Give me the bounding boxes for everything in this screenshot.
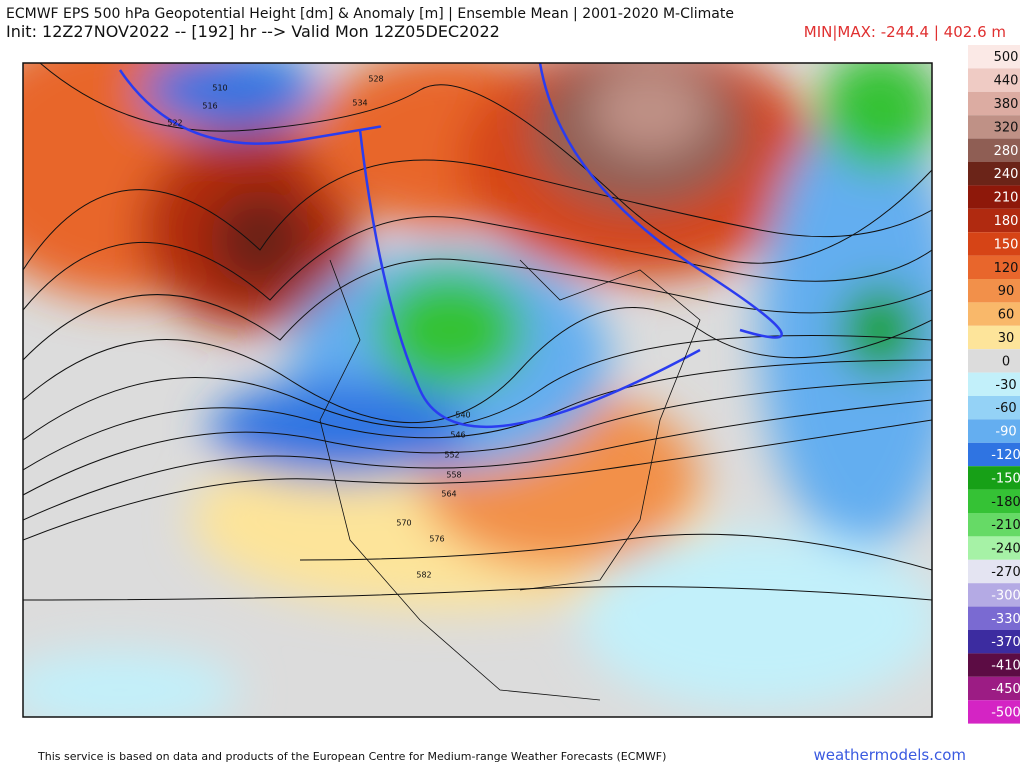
colorbar-swatch [968, 442, 1020, 467]
contour-label: 546 [450, 431, 465, 440]
colorbar-label: 90 [998, 284, 1015, 299]
colorbar-swatch [968, 653, 1020, 677]
colorbar-swatch [968, 372, 1020, 396]
colorbar-swatch [968, 559, 1020, 584]
colorbar-swatch [968, 489, 1020, 513]
colorbar-swatch [968, 466, 1020, 490]
colorbar-label: -330 [991, 612, 1021, 627]
min-max: MIN|MAX: -244.4 | 402.6 m [804, 23, 1006, 41]
colorbar-swatch [968, 232, 1020, 256]
colorbar-label: 500 [994, 50, 1019, 65]
colorbar-swatch [968, 583, 1020, 607]
colorbar-label: 30 [998, 331, 1015, 346]
colorbar-label: 280 [994, 144, 1019, 159]
colorbar-label: 380 [994, 97, 1019, 112]
title: ECMWF EPS 500 hPa Geopotential Height [d… [6, 6, 734, 22]
colorbar-label: 440 [994, 74, 1019, 89]
contour-label: 522 [167, 119, 182, 128]
contour-label: 552 [444, 451, 459, 460]
colorbar-label: -150 [991, 471, 1021, 486]
contour-label: 534 [352, 99, 367, 108]
colorbar-label: 120 [994, 261, 1019, 276]
colorbar-label: 240 [994, 167, 1019, 182]
colorbar-label: 60 [998, 308, 1015, 323]
contour-label: 540 [455, 411, 470, 420]
colorbar-label: 0 [1002, 354, 1010, 369]
colorbar-label: -410 [991, 659, 1021, 674]
colorbar-swatch [968, 513, 1020, 537]
contour-label: 582 [416, 571, 431, 580]
colorbar-swatch [968, 396, 1020, 420]
colorbar-swatch [968, 419, 1020, 443]
colorbar-label: -450 [991, 682, 1021, 697]
map [23, 63, 932, 717]
contour-label: 528 [368, 75, 383, 84]
colorbar-label: -60 [995, 401, 1016, 416]
colorbar-label: -180 [991, 495, 1021, 510]
subtitle: Init: 12Z27NOV2022 -- [192] hr --> Valid… [6, 22, 500, 41]
colorbar-swatch [968, 279, 1020, 303]
colorbar-swatch [968, 255, 1020, 279]
colorbar-swatch [968, 700, 1020, 724]
colorbar-swatch [968, 676, 1020, 701]
colorbar-label: -270 [991, 565, 1021, 580]
colorbar-swatch [968, 302, 1020, 326]
colorbar-swatch [968, 162, 1020, 186]
colorbar-swatch [968, 630, 1020, 654]
contour-label: 558 [446, 471, 461, 480]
colorbar-swatch [968, 138, 1020, 162]
contour-label: 564 [441, 490, 456, 499]
colorbar-swatch [968, 208, 1020, 233]
colorbar-label: 180 [994, 214, 1019, 229]
colorbar-swatch [968, 45, 1020, 69]
colorbar-label: 320 [994, 120, 1019, 135]
colorbar-label: -30 [995, 378, 1016, 393]
colorbar-label: 150 [994, 237, 1019, 252]
credit: This service is based on data and produc… [37, 750, 666, 763]
contour-label: 576 [429, 535, 444, 544]
colorbar-swatch [968, 68, 1020, 92]
map-frame [22, 62, 933, 718]
colorbar-label: -120 [991, 448, 1021, 463]
colorbar-label: 210 [994, 191, 1019, 206]
colorbar-label: -370 [991, 635, 1021, 650]
colorbar-label: -90 [995, 425, 1016, 440]
site-link[interactable]: weathermodels.com [813, 746, 966, 764]
colorbar-swatch [968, 185, 1020, 209]
colorbar-swatch [968, 91, 1020, 116]
colorbar-swatch [968, 325, 1020, 350]
colorbar-label: -300 [991, 588, 1021, 603]
colorbar-label: -210 [991, 518, 1021, 533]
colorbar-swatch [968, 115, 1020, 139]
contour-label: 516 [202, 102, 217, 111]
colorbar-label: -240 [991, 542, 1021, 557]
contour-label: 570 [396, 519, 411, 528]
contour-label: 510 [212, 84, 227, 93]
colorbar-label: -500 [991, 705, 1021, 720]
colorbar-swatch [968, 606, 1020, 630]
colorbar-swatch [968, 536, 1020, 560]
colorbar-swatch [968, 349, 1020, 373]
